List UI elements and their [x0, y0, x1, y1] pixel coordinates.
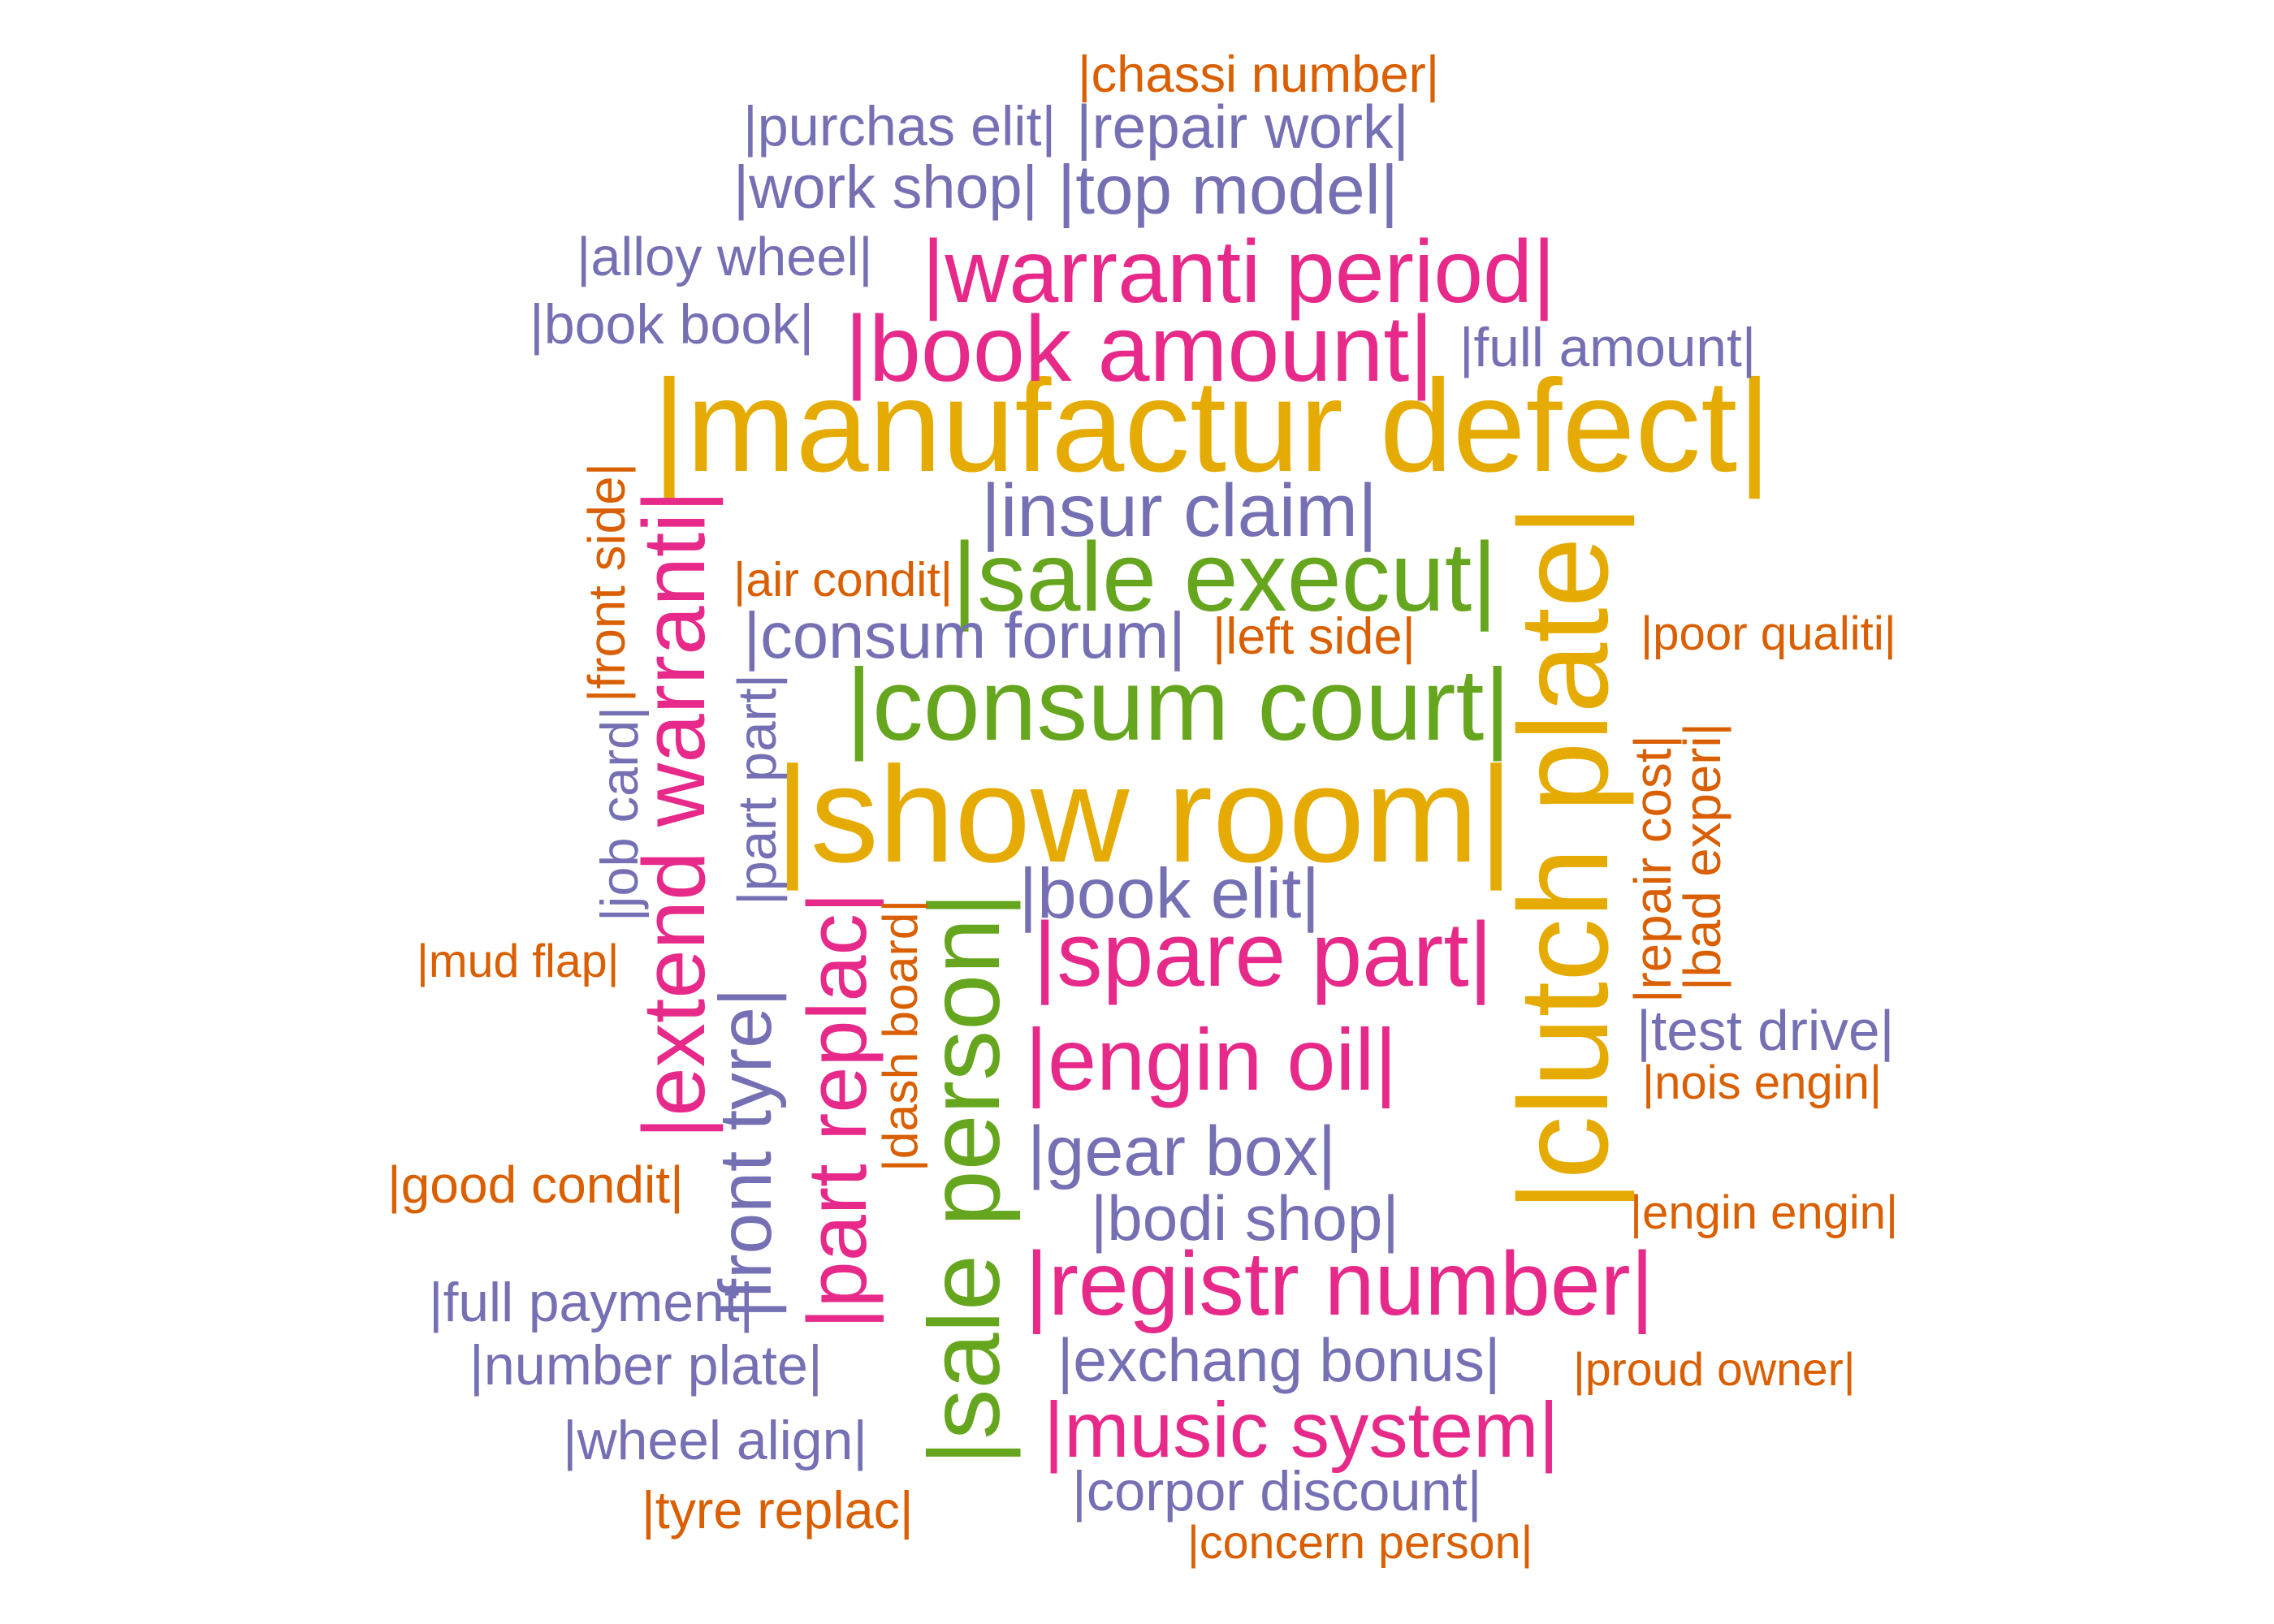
word-proud-owner: |proud owner|: [1573, 1343, 1856, 1396]
word-concern-person: |concern person|: [1187, 1516, 1533, 1569]
word-bad-experi: |bad experi|: [1674, 722, 1731, 991]
word-good-condit: |good condit|: [387, 1155, 684, 1214]
word-job-card: |job card|: [589, 706, 649, 922]
word-wheel-align: |wheel align|: [563, 1410, 867, 1471]
word-insur-claim: |insur claim|: [981, 469, 1377, 552]
word-consum-forum: |consum forum|: [743, 599, 1186, 672]
word-sale-person: |sale person|: [909, 891, 1021, 1466]
word-poor-qualiti: |poor qualiti|: [1641, 607, 1896, 660]
word-engin-oil: |engin oil|: [1025, 1010, 1398, 1108]
word-test-drive: |test drive|: [1636, 998, 1895, 1062]
word-bodi-shop: |bodi shop|: [1091, 1182, 1399, 1254]
word-manufactur-defect: |manufactur defect|: [652, 353, 1772, 499]
word-chassi-number: |chassi number|: [1078, 45, 1440, 103]
word-repair-cost: |repair cost|: [1624, 735, 1682, 1003]
word-engin-engin: |engin engin|: [1630, 1186, 1899, 1239]
word-full-amount: |full amount|: [1459, 317, 1757, 378]
word-top-model: |top model|: [1057, 152, 1399, 229]
word-full-payment: |full payment|: [429, 1272, 754, 1333]
word-book-amount: |book amount|: [845, 296, 1434, 401]
word-mud-flap: |mud flap|: [417, 935, 620, 987]
word-gear-box: |gear box|: [1027, 1112, 1337, 1190]
word-corpor-discount: |corpor discount|: [1072, 1459, 1482, 1522]
word-nois-engin: |nois engin|: [1642, 1056, 1883, 1109]
word-part-part: |part part|: [726, 673, 788, 905]
word-spare-part: |spare part|: [1033, 902, 1493, 1005]
word-book-book: |book book|: [530, 294, 815, 356]
word-sale-execut: |sale execut|: [952, 522, 1498, 632]
word-work-shop: |work shop|: [733, 153, 1038, 221]
word-air-condit: |air condit|: [733, 552, 953, 607]
word-alloy-wheel: |alloy wheel|: [577, 227, 873, 287]
word-front-side: |front side|: [578, 462, 636, 702]
word-warranti-period: |warranti period|: [922, 222, 1556, 322]
word-registr-number: |registr number|: [1025, 1232, 1654, 1334]
word-left-side: |left side|: [1213, 607, 1416, 665]
word-purchas-elit: |purchas elit|: [743, 96, 1057, 158]
word-front-tyre: |front tyre|: [703, 987, 787, 1319]
word-exchang-bonus: |exchang bonus|: [1057, 1325, 1501, 1394]
word-repair-work: |repair work|: [1076, 92, 1409, 161]
word-clutch-plate: |clutch plate|: [1493, 503, 1635, 1212]
word-number-plate: |number plate|: [469, 1335, 823, 1397]
word-dash-board: |dash board|: [871, 899, 927, 1172]
word-show-room: |show room|: [775, 738, 1514, 891]
word-book-elit: |book elit|: [1018, 853, 1321, 933]
word-part-replac: |part replac|: [789, 891, 884, 1329]
word-consum-court: |consum court|: [845, 647, 1511, 762]
word-music-system: |music system|: [1044, 1386, 1559, 1474]
word-tyre-replac: |tyre replac|: [642, 1481, 914, 1540]
